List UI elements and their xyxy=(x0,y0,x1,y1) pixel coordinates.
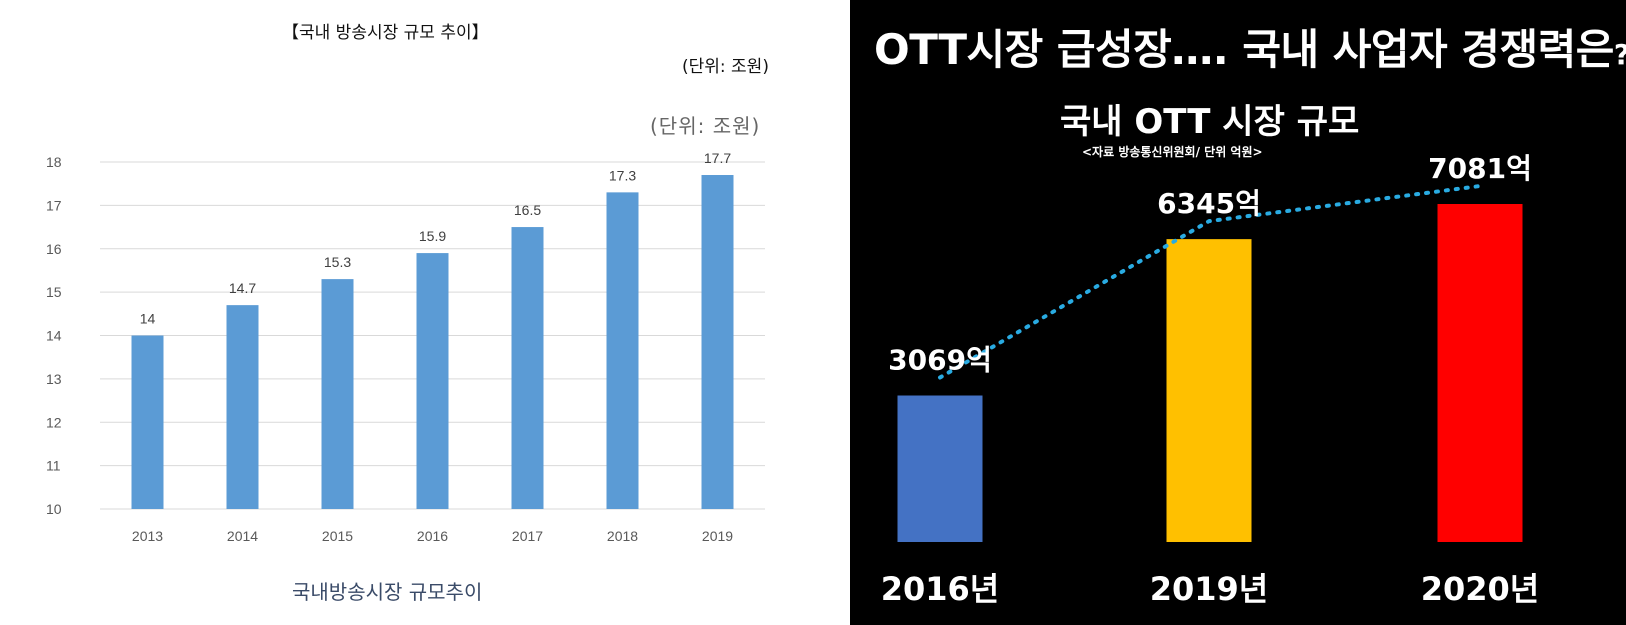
bar xyxy=(606,192,639,510)
unit-note-top: (단위: 조원) xyxy=(682,57,769,77)
ott-market-bar-chart: 3069억 2016년 6345억 2019년 7081억 2020년 xyxy=(881,152,1540,608)
y-tick-label: 13 xyxy=(46,371,62,387)
unit-note-chart: (단위: 조원) xyxy=(650,114,761,138)
bar-value-label: 14 xyxy=(140,311,156,327)
x-category-label: 2019년 xyxy=(1150,570,1269,608)
right-chart-panel: OTT시장 급성장…. 국내 사업자 경쟁력은? 국내 OTT 시장 규모 <자… xyxy=(850,0,1626,625)
x-category-label: 2016년 xyxy=(881,570,1000,608)
bar xyxy=(897,395,983,542)
headline: OTT시장 급성장…. 국내 사업자 경쟁력은? xyxy=(874,16,1626,77)
source-note: <자료 방송통신위원회/ 단위 억원> xyxy=(1082,145,1263,159)
bar-value-label: 6345억 xyxy=(1157,187,1261,220)
y-tick-label: 11 xyxy=(46,458,61,474)
bar-value-label: 7081억 xyxy=(1428,152,1532,185)
x-category-label: 2020년 xyxy=(1421,570,1540,608)
chart-caption: 국내방송시장 규모추이 xyxy=(292,580,483,604)
bar-value-label: 15.3 xyxy=(324,254,351,270)
bar xyxy=(1437,204,1523,542)
bar xyxy=(131,335,164,509)
y-tick-label: 17 xyxy=(46,197,62,213)
bar-value-label: 16.5 xyxy=(514,202,541,218)
x-tick-label: 2018 xyxy=(607,528,638,544)
broadcast-market-bar-chart: 10 11 12 13 14 15 16 17 18 14 2013 14.7 2014 15.3 2015… xyxy=(46,150,765,544)
x-tick-label: 2019 xyxy=(702,528,733,544)
bar xyxy=(1166,239,1252,542)
y-tick-label: 18 xyxy=(46,154,62,170)
headline-text: OTT시장 급성장…. 국내 사업자 경쟁력은 xyxy=(874,25,1614,74)
x-tick-label: 2017 xyxy=(512,528,543,544)
bar-value-label: 17.7 xyxy=(704,150,731,166)
bar xyxy=(416,253,449,509)
x-tick-label: 2014 xyxy=(227,528,258,544)
bar-value-label: 3069억 xyxy=(888,344,992,377)
x-tick-label: 2013 xyxy=(132,528,163,544)
headline-question-mark: ? xyxy=(1614,38,1626,71)
bar-value-label: 17.3 xyxy=(609,167,636,183)
left-chart-panel: 【국내 방송시장 규모 추이】 (단위: 조원) (단위: 조원) 10 11 12… xyxy=(46,23,769,604)
x-tick-label: 2015 xyxy=(322,528,353,544)
bar xyxy=(226,305,259,509)
chart-title: 【국내 방송시장 규모 추이】 xyxy=(282,23,489,43)
bar xyxy=(321,279,354,509)
y-tick-label: 14 xyxy=(46,328,62,344)
bar-value-label: 15.9 xyxy=(419,228,446,244)
bar xyxy=(511,227,544,509)
trend-dotted-line xyxy=(938,184,1482,380)
y-tick-label: 12 xyxy=(46,414,62,430)
y-tick-label: 16 xyxy=(46,241,62,257)
y-tick-label: 15 xyxy=(46,284,62,300)
y-tick-label: 10 xyxy=(46,501,62,517)
bar xyxy=(701,175,734,509)
x-tick-label: 2016 xyxy=(417,528,448,544)
ott-chart-title: 국내 OTT 시장 규모 xyxy=(1060,102,1360,142)
bar-value-label: 14.7 xyxy=(229,280,256,296)
